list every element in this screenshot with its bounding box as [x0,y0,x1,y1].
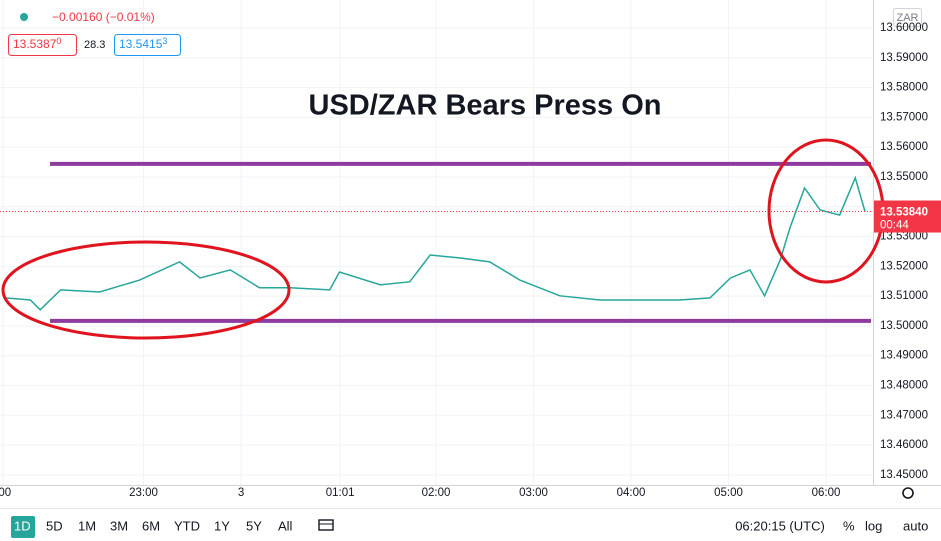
bid-price: 13.53870 [13,36,61,51]
ask-pip: 3 [162,36,167,46]
y-tick-label: 13.58000 [880,82,928,94]
y-tick-label: 13.55000 [880,171,928,183]
range-button[interactable]: 5Y [246,518,262,533]
y-tick-label: 13.57000 [880,111,928,123]
y-tick-label: 13.59000 [880,52,928,64]
scale-option[interactable]: log [865,518,882,533]
clock: 06:20:15 (UTC) [735,518,825,533]
compare-icon[interactable] [318,519,334,531]
spread: 28.3 [84,39,105,51]
x-tick-label: 3 [238,487,244,499]
plot [0,161,873,323]
range-button[interactable]: YTD [174,518,200,533]
bid-price: 13.5387 [13,37,57,51]
currency: ZAR [897,12,919,24]
scale-option[interactable]: % [843,518,855,533]
change: −0.00160 (−0.01%) [52,10,155,24]
last-price-box [874,200,941,233]
y-tick-label: 13.49000 [880,350,928,362]
countdown: 00:44 [880,220,909,232]
y-tick-label: 13.51000 [880,290,928,302]
settings-icon[interactable] [902,487,914,499]
range-button[interactable]: 1Y [214,518,230,533]
ask-price: 13.5415 [119,37,163,51]
range-button[interactable]: 3M [110,518,128,533]
price-line [5,175,866,311]
range-button[interactable]: 1M [78,518,96,533]
bid-pip: 0 [56,36,61,46]
y-tick-label: 13.60000 [880,22,928,34]
x-tick-label: 03:00 [519,487,548,499]
y-tick-label: 13.52000 [880,260,928,272]
currency-box[interactable] [893,8,922,27]
scale-option[interactable]: auto [903,518,928,533]
range-button[interactable]: All [278,518,293,533]
status-dot [20,13,28,21]
chart-title: USD/ZAR Bears Press On [309,90,662,122]
y-tick-label: 13.46000 [880,439,928,451]
range-button[interactable]: 1D [14,518,31,533]
y-tick-label: 13.47000 [880,409,928,421]
range-selected [11,516,35,538]
last-price-label: 13.53840 [880,207,928,219]
x-tick-label: 23:00 [129,487,158,499]
y-tick-label: 13.45000 [880,469,928,481]
highlight-ellipse [1,240,291,340]
x-tick-label: 04:00 [617,487,646,499]
ask-price: 13.54153 [119,36,167,51]
y-tick-label: 13.56000 [880,141,928,153]
x-tick-label: 01:01 [326,487,355,499]
toolbar: 1D 5D 1M 3M 6M YTD 1Y 5Y All% log auto [11,516,928,538]
ask-box[interactable] [114,34,181,56]
x-tick-label: 02:00 [422,487,451,499]
y-tick-label: 13.53000 [880,231,928,243]
range-button[interactable]: 5D [46,518,63,533]
range-button[interactable]: 6M [142,518,160,533]
x-tick-label: 06:00 [812,487,841,499]
y-tick-label: 13.48000 [880,380,928,392]
bid-box[interactable] [8,34,77,56]
x-tick-label: :00 [0,487,11,499]
x-tick-label: 05:00 [714,487,743,499]
y-tick-label: 13.50000 [880,320,928,332]
